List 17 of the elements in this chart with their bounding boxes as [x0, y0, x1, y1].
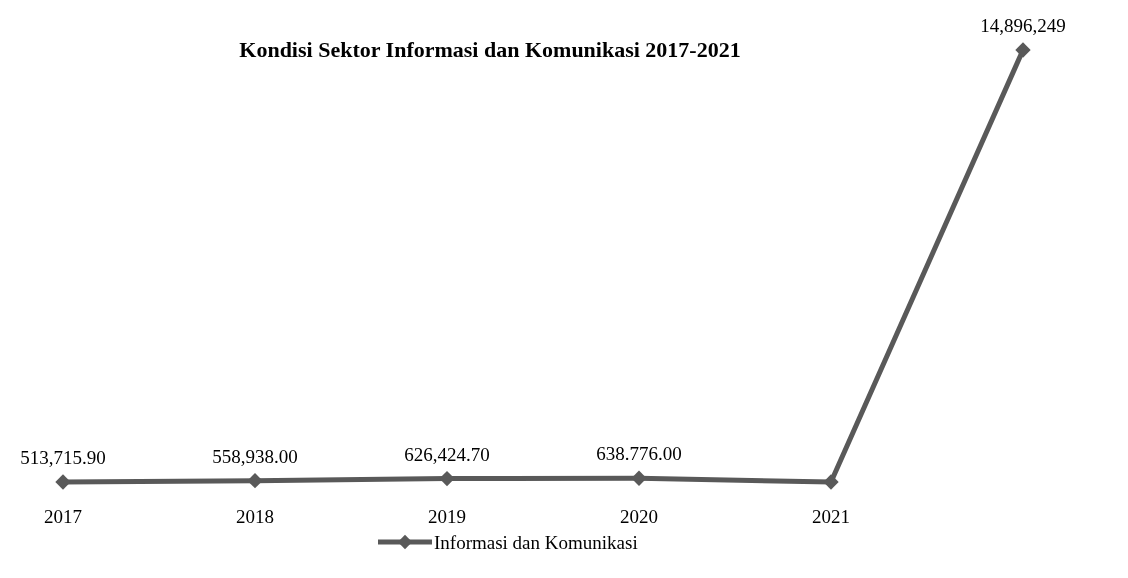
data-label: 626,424.70	[404, 443, 490, 465]
data-label: 513,715.90	[20, 447, 106, 468]
x-tick-label: 2021	[812, 506, 850, 527]
data-label: 638.776.00	[596, 443, 682, 465]
point	[823, 474, 839, 490]
x-tick-label: 2017	[44, 506, 82, 527]
point	[1015, 42, 1031, 58]
x-tick-label: 2019	[428, 506, 466, 527]
data-label: 558,938.00	[212, 445, 298, 467]
legend-label: Informasi dan Komunikasi	[434, 532, 638, 553]
data-label: 14,896,249	[980, 15, 1066, 36]
x-tick-label: 2018	[236, 506, 274, 527]
x-tick-label: 2020	[620, 506, 658, 527]
chart-title: Kondisi Sektor Informasi dan Komunikasi 2017-2021	[239, 37, 741, 62]
point	[247, 472, 263, 489]
point	[631, 470, 647, 486]
point	[55, 474, 71, 490]
